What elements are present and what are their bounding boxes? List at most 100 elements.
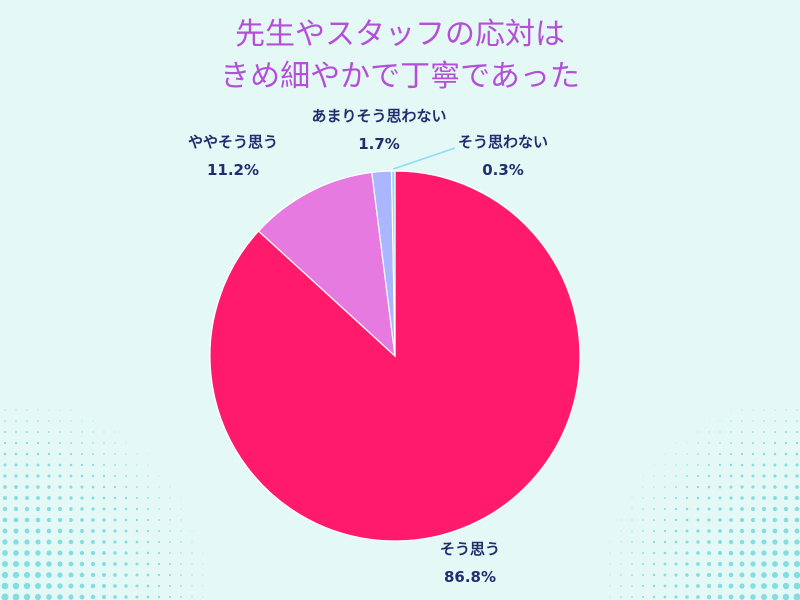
decor-dot bbox=[102, 540, 106, 544]
decor-dot bbox=[707, 529, 711, 533]
decor-dot bbox=[685, 485, 689, 489]
decor-dot bbox=[642, 530, 644, 532]
decor-dot bbox=[774, 420, 776, 422]
chart-title-line-2: きめ細やかで丁寧であった bbox=[220, 59, 580, 94]
decor-dot bbox=[58, 485, 62, 489]
decor-dot bbox=[26, 431, 28, 433]
decor-dot bbox=[3, 496, 7, 500]
decor-dot bbox=[169, 508, 171, 510]
decor-dot bbox=[147, 453, 149, 455]
decor-dot bbox=[675, 464, 677, 466]
decor-dot bbox=[92, 442, 94, 444]
decor-dot bbox=[14, 496, 18, 500]
decor-dot bbox=[147, 497, 149, 499]
decor-dot bbox=[772, 517, 778, 523]
slice-label-4: そう思わない bbox=[458, 133, 548, 151]
decor-dot bbox=[741, 409, 743, 411]
decor-dot bbox=[91, 463, 95, 467]
decor-dot bbox=[729, 518, 733, 522]
decor-dot bbox=[642, 563, 644, 565]
decor-dot bbox=[675, 475, 677, 477]
decor-dot bbox=[13, 550, 19, 556]
decor-dot bbox=[761, 572, 767, 578]
decor-dot bbox=[696, 485, 700, 489]
decor-dot bbox=[14, 463, 18, 467]
decor-dot bbox=[653, 475, 655, 477]
decor-dot bbox=[24, 539, 30, 545]
decor-dot bbox=[708, 442, 710, 444]
decor-dot bbox=[696, 562, 700, 566]
decor-dot bbox=[664, 464, 666, 466]
decor-dot bbox=[103, 442, 105, 444]
decor-dot bbox=[13, 528, 19, 534]
decor-dot bbox=[740, 463, 744, 467]
decor-dot bbox=[57, 528, 63, 534]
decor-dot bbox=[750, 572, 756, 578]
chart-title-line-1: 先生やスタッフの応対は bbox=[235, 17, 565, 52]
decor-dot bbox=[686, 475, 688, 477]
decor-dot bbox=[24, 528, 30, 534]
decor-dot bbox=[685, 551, 689, 555]
decor-dot bbox=[794, 528, 800, 534]
decor-dot bbox=[25, 474, 29, 478]
slice-label-2: ややそう思う bbox=[188, 133, 278, 151]
decor-dot bbox=[782, 582, 790, 590]
decor-dot bbox=[783, 528, 789, 534]
decor-dot bbox=[169, 486, 171, 488]
decor-dot bbox=[80, 518, 84, 522]
decor-dot bbox=[609, 585, 611, 587]
decor-dot bbox=[729, 507, 733, 511]
decor-dot bbox=[102, 573, 106, 577]
decor-dot bbox=[663, 518, 667, 522]
decor-dot bbox=[23, 582, 31, 590]
decor-dot bbox=[772, 561, 778, 567]
decor-dot bbox=[2, 528, 8, 534]
decor-dot bbox=[631, 563, 633, 565]
decor-dot bbox=[741, 431, 743, 433]
decor-dot bbox=[708, 453, 710, 455]
decor-dot bbox=[57, 594, 63, 600]
decor-dot bbox=[59, 420, 61, 422]
decor-dot bbox=[696, 518, 700, 522]
decor-dot bbox=[46, 539, 52, 545]
decor-dot bbox=[113, 595, 117, 599]
decor-dot bbox=[609, 574, 611, 576]
decor-dot bbox=[728, 583, 734, 589]
decor-dot bbox=[631, 585, 633, 587]
decor-dot bbox=[36, 441, 40, 445]
decor-dot bbox=[114, 442, 116, 444]
decor-dot bbox=[718, 485, 722, 489]
decor-dot bbox=[739, 550, 745, 556]
decor-dot bbox=[35, 539, 41, 545]
decor-dot bbox=[707, 562, 711, 566]
decor-dot bbox=[796, 409, 798, 411]
decor-dot bbox=[79, 594, 85, 600]
decor-dot bbox=[641, 584, 645, 588]
leader-line bbox=[392, 147, 456, 170]
decor-dot bbox=[4, 431, 6, 433]
decor-dot bbox=[191, 519, 193, 521]
decor-dot bbox=[708, 431, 710, 433]
decor-dot bbox=[620, 530, 622, 532]
decor-dot bbox=[46, 517, 52, 523]
decor-dot bbox=[1, 593, 9, 600]
decor-dot bbox=[728, 539, 734, 545]
decor-dot bbox=[642, 552, 644, 554]
decor-dot bbox=[102, 551, 106, 555]
decor-dot bbox=[180, 596, 182, 598]
decor-dot bbox=[26, 409, 28, 411]
decor-dot bbox=[696, 584, 700, 588]
decor-dot bbox=[69, 463, 73, 467]
decor-dot bbox=[202, 596, 204, 598]
decor-dot bbox=[80, 529, 84, 533]
decor-dot bbox=[113, 551, 117, 555]
decor-dot bbox=[36, 474, 40, 478]
decor-dot bbox=[90, 550, 96, 556]
decor-dot bbox=[102, 496, 106, 500]
decor-dot bbox=[750, 594, 756, 600]
decor-dot bbox=[46, 572, 52, 578]
decor-dot bbox=[706, 583, 712, 589]
decor-dot bbox=[674, 573, 678, 577]
decor-dot bbox=[191, 574, 193, 576]
